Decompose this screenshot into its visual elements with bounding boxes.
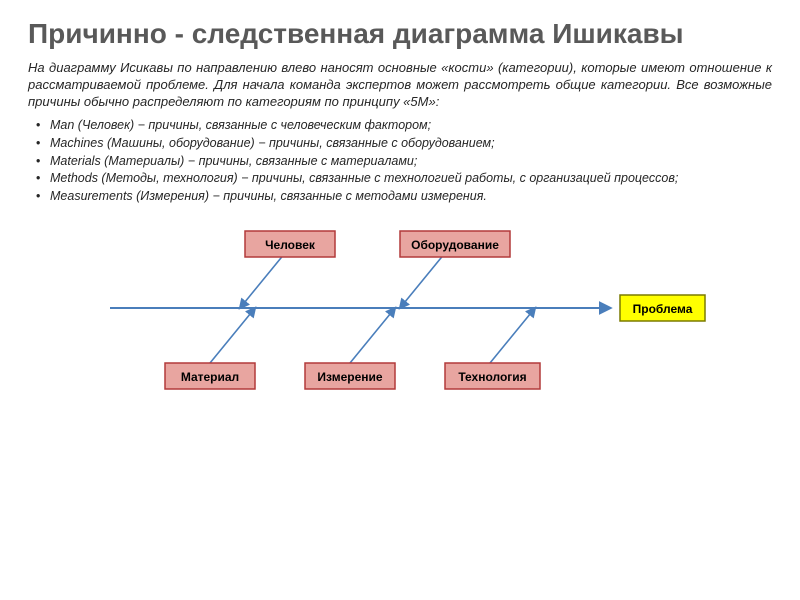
list-item: Methods (Методы, технология) − причины, …: [36, 170, 772, 187]
diagram-node: Человек: [245, 231, 335, 257]
branch-line: [210, 308, 255, 363]
list-item: Measurements (Измерения) − причины, связ…: [36, 188, 772, 205]
diagram-node-label: Технология: [458, 370, 526, 384]
fishbone-svg: Человек Оборудование Материал Измерение Техн…: [90, 213, 710, 403]
diagram-node: Материал: [165, 363, 255, 389]
list-item: Machines (Машины, оборудование) − причин…: [36, 135, 772, 152]
fishbone-diagram: Человек Оборудование Материал Измерение Техн…: [28, 213, 772, 403]
diagram-node: Оборудование: [400, 231, 510, 257]
branch-line: [240, 253, 285, 308]
intro-paragraph: На диаграмму Исикавы по направлению влев…: [28, 60, 772, 111]
list-item: Man (Человек) − причины, связанные с чел…: [36, 117, 772, 134]
diagram-node: Проблема: [620, 295, 705, 321]
list-item: Materials (Материалы) − причины, связанн…: [36, 153, 772, 170]
diagram-node: Технология: [445, 363, 540, 389]
branch-line: [490, 308, 535, 363]
slide: Причинно - следственная диаграмма Ишикав…: [0, 0, 800, 411]
diagram-node-label: Материал: [181, 370, 239, 384]
branch-line: [400, 253, 445, 308]
diagram-node-label: Оборудование: [411, 238, 499, 252]
diagram-node-label: Человек: [265, 238, 316, 252]
diagram-node-label: Измерение: [317, 370, 382, 384]
diagram-node-label: Проблема: [633, 302, 693, 316]
branch-line: [350, 308, 395, 363]
bullet-list: Man (Человек) − причины, связанные с чел…: [28, 117, 772, 205]
slide-title: Причинно - следственная диаграмма Ишикав…: [28, 18, 772, 50]
diagram-node: Измерение: [305, 363, 395, 389]
